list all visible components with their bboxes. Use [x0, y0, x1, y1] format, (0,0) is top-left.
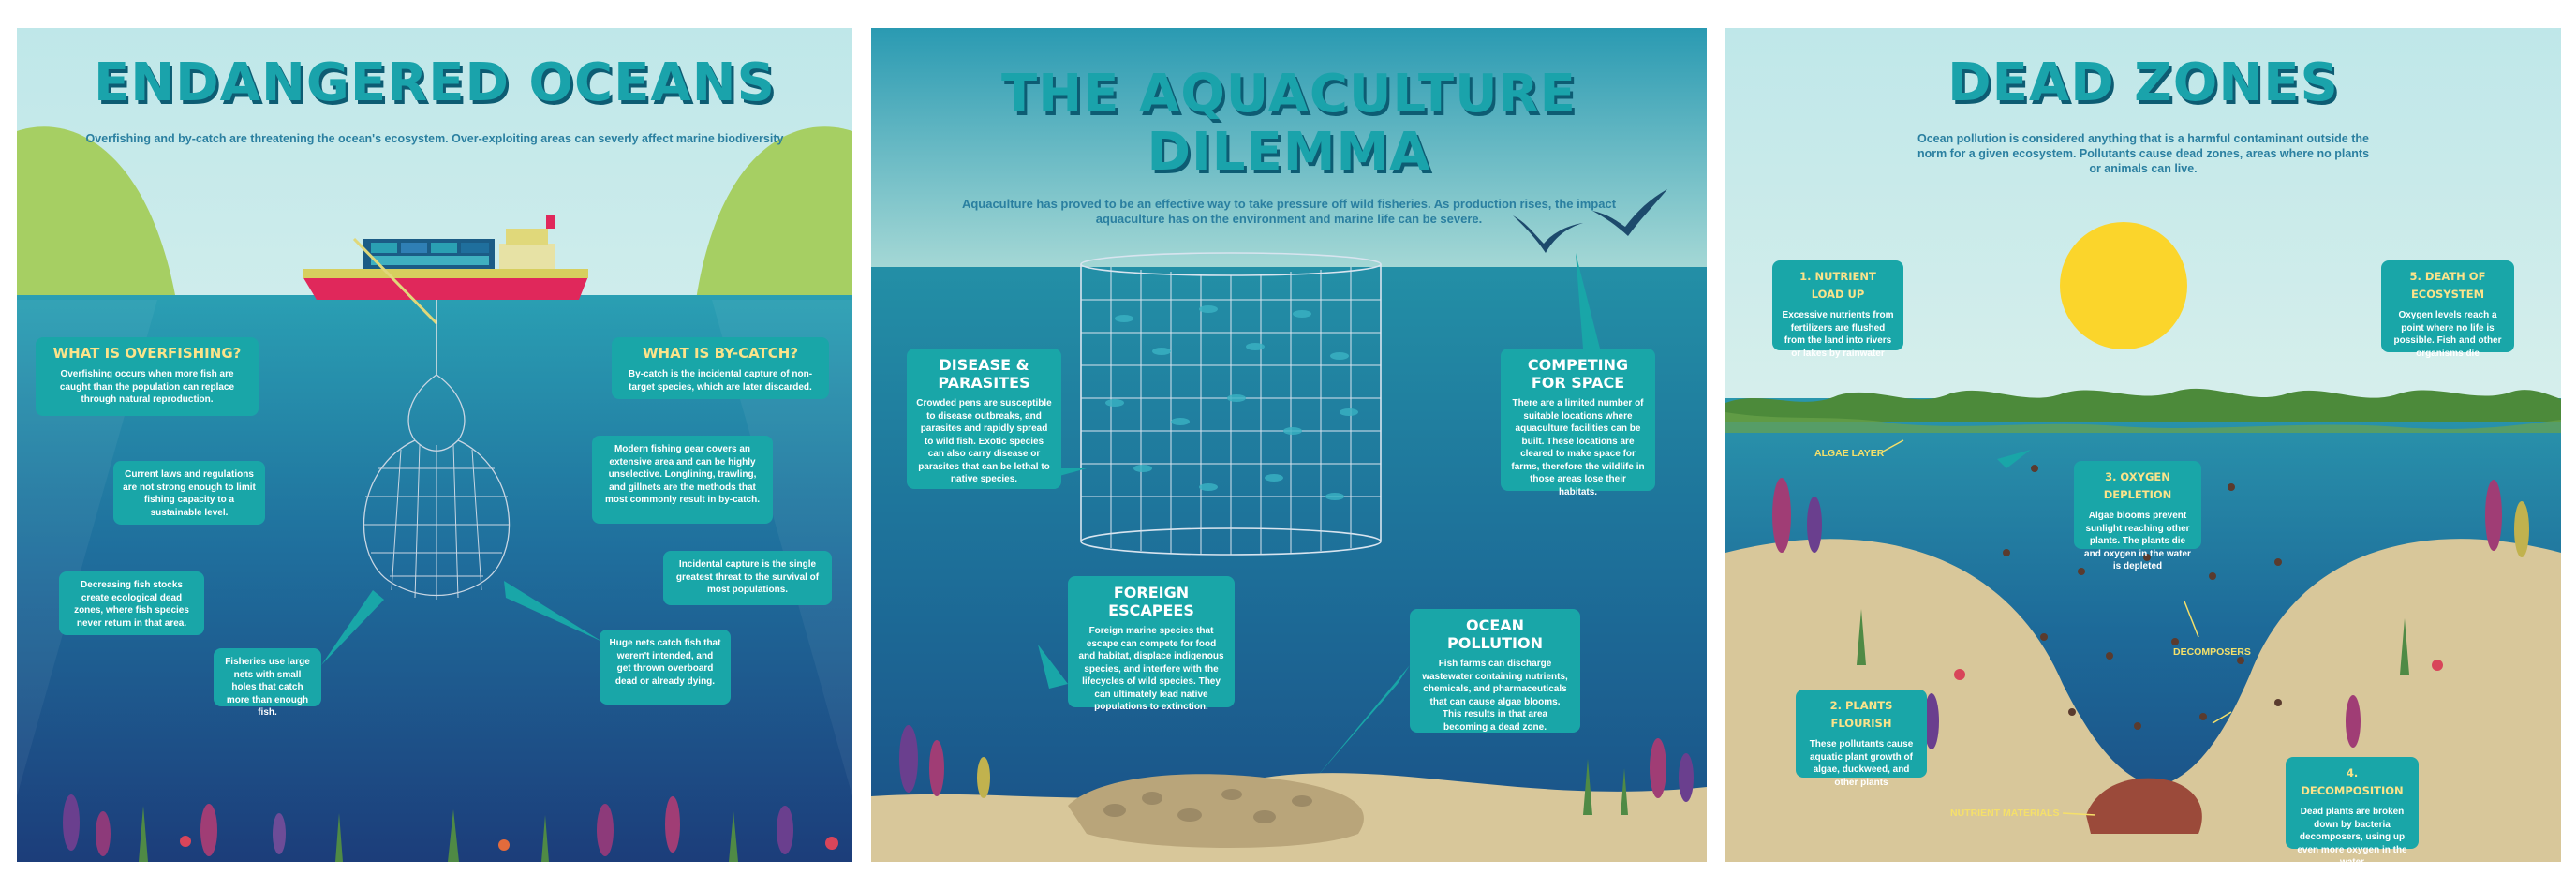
callout-text: By-catch is the incidental capture of no…: [628, 369, 813, 393]
page-subtitle: Ocean pollution is considered anything t…: [1917, 132, 2370, 175]
callout-foreign-escapees: FOREIGN ESCAPEES Foreign marine species …: [1068, 576, 1235, 712]
callout-what-is-overfishing: WHAT IS OVERFISHING? Overfishing occurs …: [36, 337, 259, 416]
callout-text: Excessive nutrients from fertilizers are…: [1782, 310, 1894, 359]
fish-pen-cage: [1080, 252, 1382, 556]
callout-text: Huge nets catch fish that weren't intend…: [609, 638, 721, 687]
callout-plants-flourish: 2. PLANTS FLOURISH These pollutants caus…: [1796, 690, 1927, 788]
callout-text: Algae blooms prevent sunlight reaching o…: [2084, 511, 2191, 571]
callout-dead-zones: Decreasing fish stocks create ecological…: [59, 571, 204, 635]
seafloor-plants: [63, 794, 838, 862]
callout-oxygen-depletion: 3. OXYGEN DEPLETION Algae blooms prevent…: [2074, 461, 2201, 571]
callout-heading: DISEASE & PARASITES: [938, 356, 1030, 392]
sun-icon: [2060, 222, 2187, 349]
panel-aquaculture-dilemma: THE AQUACULTURE DILEMMA Aquaculture has …: [871, 28, 1707, 862]
label-decomposers: DECOMPOSERS: [2173, 646, 2251, 658]
callout-death-of-ecosystem: 5. DEATH OF ECOSYSTEM Oxygen levels reac…: [2381, 260, 2514, 359]
callout-ocean-pollution: OCEAN POLLUTION Fish farms can discharge…: [1410, 609, 1580, 733]
callout-nutrient-load-up: 1. NUTRIENT LOAD UP Excessive nutrients …: [1772, 260, 1903, 359]
callout-competing-for-space: COMPETING FOR SPACE There are a limited …: [1501, 349, 1655, 497]
seabed-left: [1725, 539, 2156, 862]
fishing-net: [363, 374, 511, 600]
callout-text: Foreign marine species that escape can c…: [1078, 626, 1224, 712]
page-subtitle: Overfishing and by-catch are threatening…: [85, 132, 784, 145]
callout-text: Decreasing fish stocks create ecological…: [74, 580, 189, 629]
birds-icon: [1513, 189, 1667, 253]
callout-decomposition: 4. DECOMPOSITION Dead plants are broken …: [2286, 757, 2419, 862]
fishing-boat: [303, 215, 588, 325]
callout-text: Incidental capture is the single greates…: [675, 559, 820, 595]
callout-disease-parasites: DISEASE & PARASITES Crowded pens are sus…: [907, 349, 1061, 489]
callout-text: Fish farms can discharge wastewater cont…: [1422, 659, 1568, 733]
panel-endangered-oceans: ENDANGERED OCEANS Overfishing and by-cat…: [17, 28, 852, 862]
dead-zone-illustration: [1725, 28, 2561, 862]
seafloor-plants: [899, 725, 1694, 815]
page-title: DEAD ZONES: [1947, 52, 2339, 113]
callout-heading: 1. NUTRIENT LOAD UP: [1799, 270, 1876, 301]
left-hill: [17, 126, 176, 300]
callout-incidental-capture: Incidental capture is the single greates…: [663, 551, 832, 605]
callout-large-nets: Fisheries use large nets with small hole…: [214, 648, 321, 718]
right-hill: [696, 126, 852, 300]
page-title-line-1: THE AQUACULTURE: [1001, 64, 1577, 125]
callout-text: Crowded pens are susceptible to disease …: [916, 398, 1052, 484]
panel-dead-zones: DEAD ZONES Ocean pollution is considered…: [1725, 28, 2561, 862]
label-algae-layer: ALGAE LAYER: [1814, 448, 1885, 459]
callout-text: Oxygen levels reach a point where no lif…: [2393, 310, 2502, 359]
page-title-line-2: DILEMMA: [1147, 122, 1431, 183]
callout-heading: 5. DEATH OF ECOSYSTEM: [2409, 270, 2486, 301]
seafloor-plants: [1772, 478, 2529, 749]
page-title: ENDANGERED OCEANS: [94, 52, 776, 113]
callout-heading: WHAT IS OVERFISHING?: [52, 345, 242, 362]
callout-heading: 2. PLANTS FLOURISH: [1829, 699, 1893, 730]
callout-what-is-bycatch: WHAT IS BY-CATCH? By-catch is the incide…: [612, 337, 829, 399]
callout-text: Modern fishing gear covers an extensive …: [604, 444, 761, 505]
callout-fishing-gear: Modern fishing gear covers an extensive …: [592, 436, 773, 524]
label-nutrient-materials: NUTRIENT MATERIALS: [1950, 808, 2060, 819]
page-subtitle: Aquaculture has proved to be an effectiv…: [961, 197, 1617, 226]
callout-text: These pollutants cause aquatic plant gro…: [1809, 739, 1914, 788]
seabed-right: [2156, 539, 2561, 862]
callout-text: Dead plants are broken down by bacteria …: [2297, 807, 2407, 862]
callout-text: Overfishing occurs when more fish are ca…: [59, 369, 235, 405]
callout-text: Fisheries use large nets with small hole…: [225, 657, 310, 718]
callout-heading: COMPETING FOR SPACE: [1527, 356, 1629, 392]
callout-huge-nets: Huge nets catch fish that weren't intend…: [600, 630, 731, 705]
callout-heading: 4. DECOMPOSITION: [2301, 766, 2404, 797]
callout-regulations: Current laws and regulations are not str…: [113, 461, 265, 525]
callout-heading: OCEAN POLLUTION: [1447, 616, 1543, 652]
callout-heading: WHAT IS BY-CATCH?: [642, 345, 799, 362]
nutrient-mound: [2086, 778, 2202, 834]
callout-text: Current laws and regulations are not str…: [123, 469, 256, 518]
callout-heading: 3. OXYGEN DEPLETION: [2103, 470, 2172, 501]
fish-school-icon: [1105, 305, 1358, 500]
callout-heading: FOREIGN ESCAPEES: [1108, 584, 1194, 619]
algae-layer: [1725, 388, 2561, 422]
callout-text: There are a limited number of suitable l…: [1511, 398, 1645, 497]
